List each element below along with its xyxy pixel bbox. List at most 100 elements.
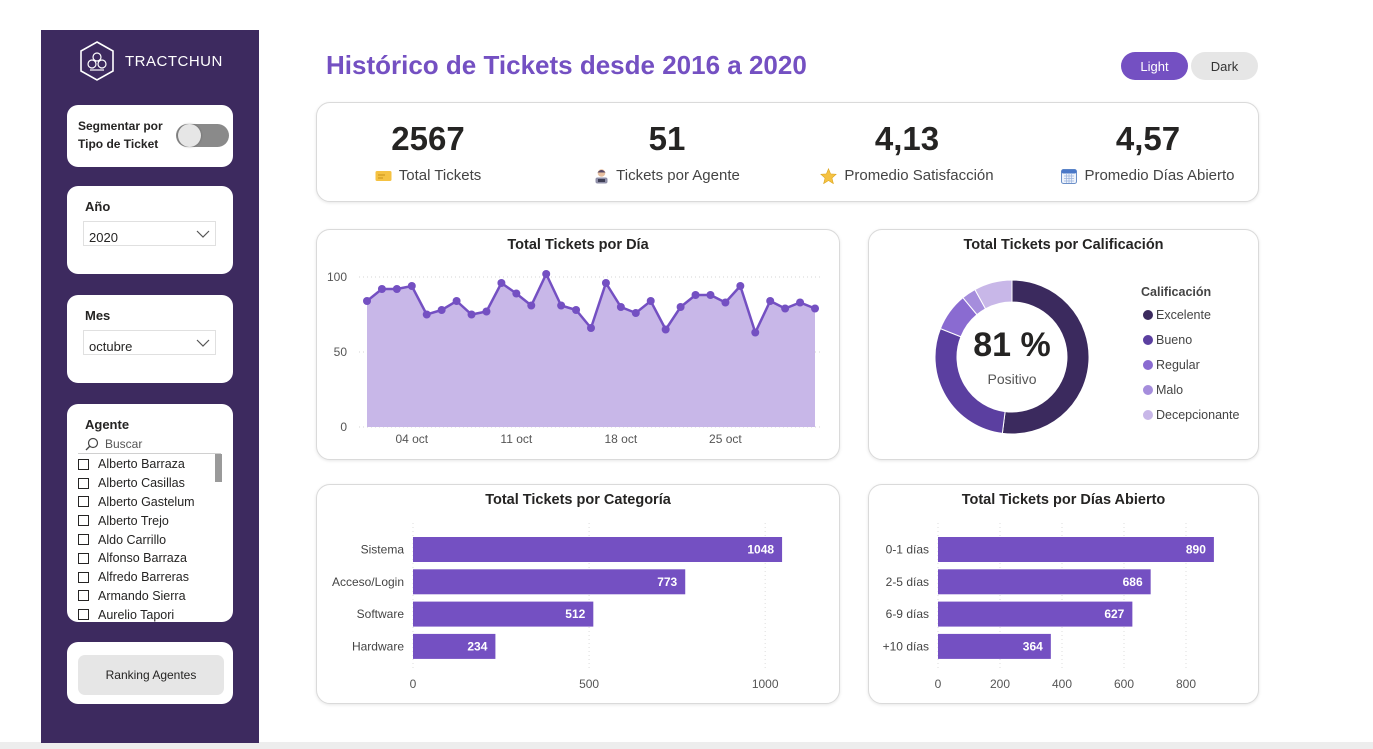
agent-checkbox[interactable] <box>78 590 89 602</box>
legend-item[interactable]: Bueno <box>1143 333 1192 347</box>
legend-item[interactable]: Decepcionante <box>1143 408 1239 422</box>
data-point[interactable] <box>467 310 476 319</box>
agent-checkbox[interactable] <box>78 534 89 546</box>
x-tick-label: 04 oct <box>395 432 428 446</box>
data-point[interactable] <box>482 307 491 316</box>
bar[interactable] <box>938 633 1051 659</box>
agent-list: Alberto Barraza Alberto Casillas Alberto G… <box>78 455 218 622</box>
data-point[interactable] <box>527 301 536 310</box>
category-label: Acceso/Login <box>332 575 404 589</box>
data-point[interactable] <box>811 304 819 313</box>
bar[interactable] <box>413 633 496 659</box>
data-point[interactable] <box>407 282 416 290</box>
agent-search-input[interactable]: Buscar <box>85 437 142 451</box>
agent-checkbox[interactable] <box>78 477 89 489</box>
data-point[interactable] <box>363 297 371 305</box>
agent-list-item[interactable]: Alberto Trejo <box>78 511 218 530</box>
agent-name: Armando Sierra <box>98 588 186 603</box>
legend-item[interactable]: Regular <box>1143 358 1200 372</box>
segment-toggle-knob[interactable] <box>178 124 201 147</box>
agent-checkbox[interactable] <box>78 515 89 527</box>
kpi-label: Tickets por Agente <box>616 167 740 184</box>
bar[interactable] <box>413 569 686 595</box>
data-point[interactable] <box>452 297 461 305</box>
bar[interactable] <box>413 601 594 627</box>
star-icon <box>820 167 838 184</box>
area-fill <box>367 274 815 427</box>
data-point[interactable] <box>691 291 700 299</box>
agent-list-scrollbar[interactable] <box>215 454 222 482</box>
data-point[interactable] <box>587 324 595 332</box>
daily-tickets-panel: Total Tickets por Día 0 50 100 04 oct 11 oct… <box>316 229 840 460</box>
month-dropdown[interactable]: octubre <box>83 330 216 355</box>
data-point[interactable] <box>542 270 551 278</box>
legend-item[interactable]: Malo <box>1143 383 1183 397</box>
data-point[interactable] <box>422 310 431 319</box>
agent-list-item[interactable]: Aldo Carrillo <box>78 530 218 549</box>
agent-list-item[interactable]: Alberto Gastelum <box>78 493 218 512</box>
agent-checkbox[interactable] <box>78 496 89 508</box>
category-label: Hardware <box>352 639 404 653</box>
data-point[interactable] <box>676 303 685 311</box>
bar[interactable] <box>938 537 1214 562</box>
data-point[interactable] <box>781 304 790 313</box>
agent-list-item[interactable]: Alberto Casillas <box>78 474 218 493</box>
agent-name: Aldo Carrillo <box>98 532 167 547</box>
agent-name: Alberto Trejo <box>98 513 169 528</box>
legend-label: Malo <box>1156 383 1184 397</box>
days-open-chart-title: Total Tickets por Días Abierto <box>961 492 1166 508</box>
data-point[interactable] <box>721 298 730 307</box>
bar[interactable] <box>938 569 1151 595</box>
year-dropdown[interactable]: 2020 <box>83 221 216 246</box>
ranking-agents-button[interactable]: Ranking Agentes <box>78 655 224 695</box>
data-point[interactable] <box>572 306 581 314</box>
agent-checkbox[interactable] <box>78 571 89 583</box>
data-point[interactable] <box>736 282 745 290</box>
data-point[interactable] <box>377 285 386 293</box>
data-point[interactable] <box>646 297 655 305</box>
category-bar-chart: 0 500 1000 Sistema 1048 Acceso/Login 773 Softwa… <box>332 523 783 691</box>
data-point[interactable] <box>512 289 521 298</box>
kpi-tickets-per-agent: 51 Tickets por Agente <box>547 103 787 203</box>
data-point[interactable] <box>601 279 610 287</box>
donut-slice[interactable] <box>1001 279 1090 435</box>
agent-list-item[interactable]: Alfredo Barreras <box>78 568 218 587</box>
theme-dark-button[interactable]: Dark <box>1191 52 1258 80</box>
legend-label: Bueno <box>1156 333 1193 347</box>
category-label: 6-9 días <box>886 607 929 621</box>
agent-checkbox[interactable] <box>78 552 89 564</box>
agent-checkbox[interactable] <box>78 458 89 470</box>
data-point[interactable] <box>796 298 805 307</box>
theme-light-button[interactable]: Light <box>1121 52 1188 80</box>
data-point[interactable] <box>751 328 760 337</box>
category-panel: Total Tickets por Categoría 0 500 1000 Sist… <box>316 484 840 704</box>
category-label: 0-1 días <box>886 543 929 557</box>
x-tick-label: 200 <box>990 677 1010 691</box>
data-point[interactable] <box>616 303 625 311</box>
bar[interactable] <box>413 537 783 562</box>
data-point[interactable] <box>437 306 446 314</box>
data-point[interactable] <box>631 309 640 317</box>
data-point[interactable] <box>706 291 715 299</box>
chevron-down-icon <box>196 230 210 238</box>
agent-list-item[interactable]: Armando Sierra <box>78 587 218 606</box>
data-point[interactable] <box>497 279 506 287</box>
donut-slice[interactable] <box>974 279 1013 310</box>
agent-list-item[interactable]: Aurelio Tapori <box>78 605 218 622</box>
rating-panel: Total Tickets por Calificación 81 % Posi… <box>868 229 1259 460</box>
bar-value-label: 890 <box>1186 543 1206 557</box>
kpi-avg-days-open: 4,57 Promedio Días Abierto <box>1028 103 1268 203</box>
legend-item[interactable]: Excelente <box>1143 308 1211 322</box>
app-name: TRACTCHUN <box>125 52 223 70</box>
agent-list-item[interactable]: Alfonso Barraza <box>78 549 218 568</box>
legend-label: Decepcionante <box>1156 408 1240 422</box>
x-tick-label: 1000 <box>752 677 779 691</box>
data-point[interactable] <box>766 297 775 305</box>
data-point[interactable] <box>392 285 401 293</box>
data-point[interactable] <box>661 325 670 334</box>
data-point[interactable] <box>557 301 566 310</box>
agent-checkbox[interactable] <box>78 609 89 621</box>
kpi-label: Promedio Satisfacción <box>844 167 994 184</box>
agent-list-item[interactable]: Alberto Barraza <box>78 455 218 474</box>
bar[interactable] <box>938 601 1133 627</box>
